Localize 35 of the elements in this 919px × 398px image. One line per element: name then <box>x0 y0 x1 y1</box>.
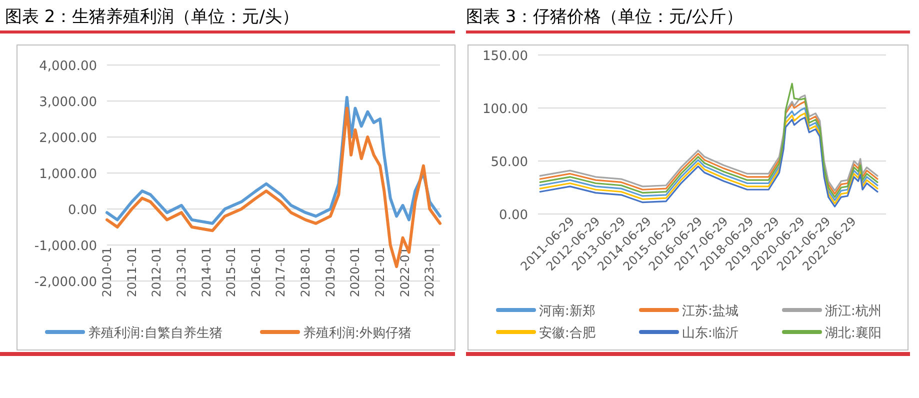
x-tick-label: 2011-01 <box>124 247 139 298</box>
y-tick-label: 100.00 <box>482 102 528 117</box>
chart-title: 图表 2：生猪养殖利润（单位：元/头） <box>5 7 299 27</box>
chart-title: 图表 3：仔猪价格（单位：元/公斤） <box>466 7 743 27</box>
y-tick-label: 4,000.00 <box>39 59 97 74</box>
y-tick-label: 0.00 <box>68 203 97 218</box>
legend-label: 河南:新郑 <box>539 304 596 319</box>
legend-label: 养殖利润:外购仔猪 <box>303 325 412 341</box>
y-tick-label: 1,000.00 <box>39 167 97 182</box>
y-tick-label: -1,000.00 <box>34 239 97 254</box>
y-tick-label: -2,000.00 <box>34 275 97 290</box>
y-tick-label: 2,000.00 <box>39 131 97 146</box>
x-tick-label: 2016-01 <box>248 247 263 298</box>
legend-label: 浙江:杭州 <box>825 304 882 319</box>
x-tick-label: 2015-01 <box>224 247 238 298</box>
legend-label: 湖北:襄阳 <box>825 325 882 341</box>
legend-label: 安徽:合肥 <box>539 325 596 341</box>
legend-label: 养殖利润:自繁自养生猪 <box>88 325 222 341</box>
x-tick-label: 2010-01 <box>100 247 114 298</box>
y-tick-label: 50.00 <box>490 155 528 170</box>
y-tick-label: 150.00 <box>482 49 528 64</box>
x-tick-label: 2013-01 <box>174 247 188 298</box>
x-tick-label: 2018-01 <box>298 247 313 298</box>
y-tick-label: 0.00 <box>499 208 528 223</box>
x-tick-label: 2012-01 <box>150 247 164 298</box>
x-tick-label: 2020-01 <box>348 247 362 298</box>
legend-label: 山东:临沂 <box>682 326 738 341</box>
legend-label: 江苏:盐城 <box>682 304 738 319</box>
y-tick-label: 3,000.00 <box>39 95 97 110</box>
x-tick-label: 2021-01 <box>373 247 388 298</box>
line-series <box>539 82 878 198</box>
x-tick-label: 2014-01 <box>199 247 214 298</box>
x-tick-label: 2017-01 <box>274 247 288 298</box>
x-tick-label: 2023-01 <box>422 247 437 298</box>
x-tick-label: 2019-01 <box>323 247 338 298</box>
